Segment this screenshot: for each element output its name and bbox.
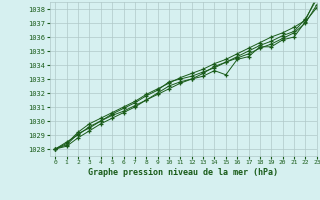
X-axis label: Graphe pression niveau de la mer (hPa): Graphe pression niveau de la mer (hPa): [88, 168, 278, 177]
